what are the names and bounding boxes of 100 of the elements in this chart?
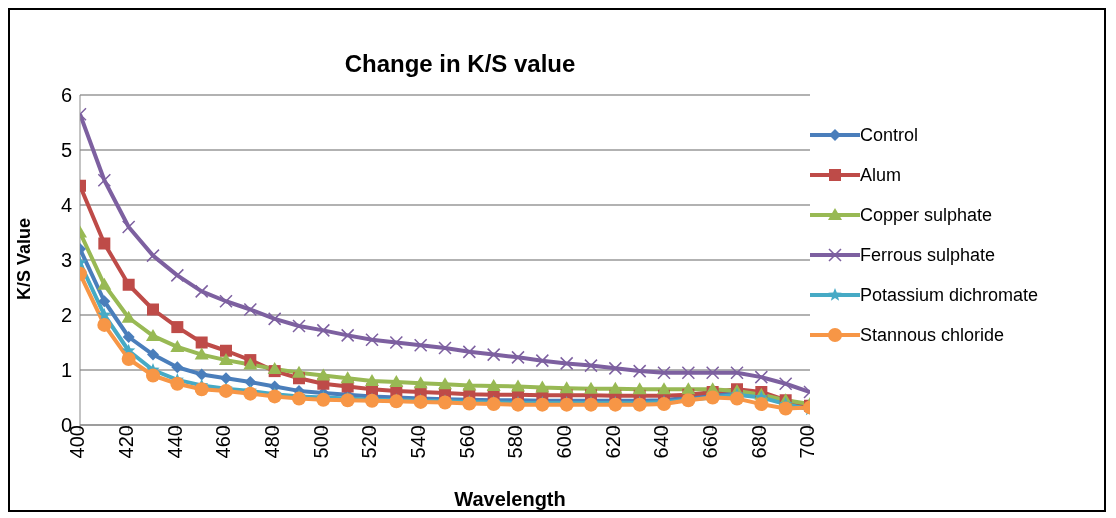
point: [219, 294, 233, 308]
point: [584, 381, 598, 394]
point: [413, 338, 428, 352]
point: [340, 371, 355, 384]
point: [438, 377, 452, 390]
point: [194, 347, 209, 360]
x-tick-label: 420: [114, 425, 137, 459]
point: [584, 358, 598, 373]
point: [632, 382, 647, 395]
legend-label: Ferrous sulphate: [860, 244, 996, 266]
point: [147, 348, 159, 361]
point: [267, 361, 282, 374]
point: [194, 284, 209, 299]
y-tick-label: 1: [60, 359, 72, 382]
point: [146, 328, 160, 341]
y-tick-label: 6: [60, 84, 72, 107]
point: [219, 353, 233, 366]
point: [316, 368, 331, 381]
point: [121, 220, 136, 234]
x-tick-label: 700: [796, 425, 819, 459]
point: [730, 366, 744, 380]
point: [657, 382, 671, 395]
point: [146, 248, 160, 263]
point: [365, 333, 379, 347]
x-tick-label: 520: [358, 425, 381, 459]
point: [657, 397, 671, 412]
y-axis-title: K/S Value: [14, 217, 35, 300]
point: [195, 368, 208, 381]
point: [438, 341, 452, 355]
point: [657, 366, 671, 380]
point: [171, 361, 184, 374]
point: [681, 366, 696, 380]
point: [147, 303, 159, 316]
y-tick-label: 4: [60, 194, 72, 217]
point: [340, 328, 355, 343]
x-tick-label: 680: [747, 425, 770, 459]
x-axis-title: Wavelength: [453, 488, 567, 511]
point: [292, 365, 306, 378]
point: [146, 368, 160, 383]
point: [730, 391, 744, 406]
point: [778, 377, 793, 391]
point: [220, 372, 232, 385]
point: [754, 370, 769, 384]
point: [559, 381, 574, 394]
point: [171, 321, 184, 334]
x-tick-label: 620: [601, 425, 624, 459]
legend-label: Alum: [860, 164, 902, 186]
point: [122, 331, 135, 343]
point: [608, 361, 623, 376]
y-tick-label: 2: [60, 304, 72, 327]
x-tick-label: 500: [309, 425, 332, 459]
x-tick-label: 440: [163, 425, 186, 459]
x-tick-label: 560: [455, 425, 478, 459]
point: [413, 376, 428, 389]
legend-label: Potassium dichromate: [860, 284, 1039, 306]
point: [559, 356, 574, 371]
point: [97, 173, 112, 187]
point: [535, 380, 550, 393]
point: [462, 345, 477, 359]
legend-label: Stannous chloride: [860, 324, 1005, 346]
point: [121, 352, 136, 366]
point: [220, 344, 232, 357]
point: [243, 386, 258, 401]
point: [122, 278, 135, 291]
point: [170, 339, 185, 352]
point: [535, 353, 550, 368]
point: [511, 379, 525, 392]
x-tick-label: 540: [406, 425, 429, 459]
point: [97, 317, 112, 332]
point: [292, 319, 306, 333]
point: [243, 302, 258, 317]
point: [389, 335, 404, 350]
point: [267, 312, 282, 326]
x-tick-label: 600: [552, 425, 575, 459]
point: [365, 374, 379, 386]
point: [511, 350, 525, 365]
point: [98, 237, 111, 250]
chart-title: Change in K/S value: [343, 50, 577, 78]
point: [97, 277, 112, 290]
point: [389, 375, 404, 388]
point: [316, 323, 331, 338]
point: [486, 347, 501, 362]
point: [705, 366, 720, 380]
x-tick-label: 460: [212, 425, 235, 459]
x-tick-label: 580: [504, 425, 527, 459]
legend-label: Copper sulphate: [860, 204, 993, 226]
point: [194, 382, 209, 397]
point: [267, 389, 282, 404]
point: [170, 376, 185, 391]
x-tick-label: 640: [650, 425, 673, 459]
point: [98, 295, 111, 308]
point: [121, 310, 136, 323]
point: [195, 336, 208, 349]
x-tick-label: 480: [260, 425, 283, 459]
point: [754, 397, 769, 412]
point: [486, 378, 501, 391]
y-tick-label: 3: [60, 249, 72, 272]
point: [170, 268, 185, 283]
x-tick-label: 660: [698, 425, 721, 459]
legend-label: Control: [860, 124, 919, 146]
